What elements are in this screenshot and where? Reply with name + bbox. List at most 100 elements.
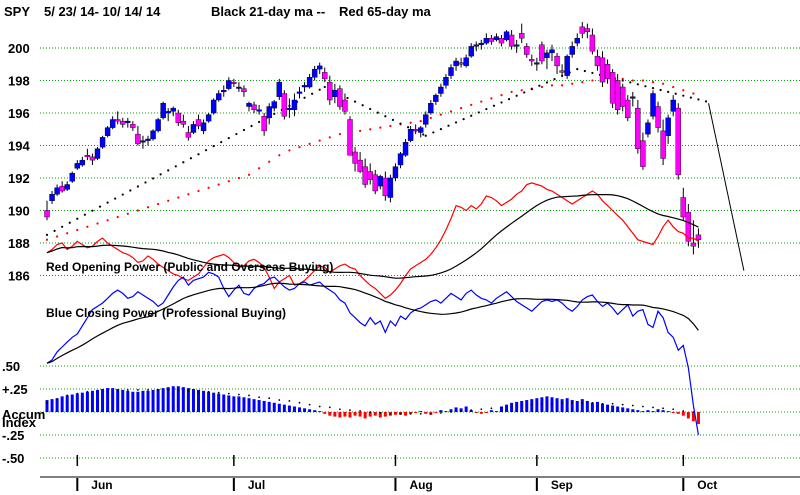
accum-bar	[651, 411, 655, 413]
ma65-dot	[369, 128, 372, 131]
ma21-dot	[447, 124, 450, 127]
candle	[210, 98, 217, 115]
ma21-dot	[303, 96, 306, 99]
candle-body	[246, 103, 252, 107]
accum-bar	[121, 389, 125, 412]
candle-body	[175, 112, 182, 123]
candle	[109, 116, 116, 130]
candle-body	[155, 119, 161, 132]
accum-bar	[535, 398, 539, 412]
candle	[256, 104, 262, 115]
candle-body	[589, 34, 596, 52]
candle-body	[104, 127, 111, 136]
ma65-dot	[449, 110, 453, 113]
ma65-dot	[379, 126, 382, 129]
accum-bar	[414, 412, 418, 413]
ma65-dot	[651, 81, 655, 84]
accum-bar	[510, 402, 514, 412]
price-tick-198: 198	[8, 74, 30, 89]
candle	[205, 113, 212, 123]
x-axis: Jun Jul Aug Sep Oct	[40, 455, 800, 492]
candle-body	[377, 176, 383, 187]
accum-bar	[696, 412, 700, 424]
ma21-dot	[470, 114, 473, 117]
candle-body	[69, 172, 75, 182]
accum-bar	[186, 388, 190, 412]
candle	[599, 51, 606, 87]
ma65-dot	[197, 189, 200, 193]
candle	[215, 90, 222, 102]
ma65-dot	[359, 129, 362, 132]
candle-body	[357, 159, 363, 172]
candle	[271, 100, 277, 112]
ma65-dot	[146, 206, 150, 209]
accum-bar	[484, 412, 488, 413]
ma65-dot	[591, 79, 594, 82]
ma65-dot	[56, 235, 59, 238]
candle-body	[160, 103, 166, 119]
candle-body	[584, 28, 591, 32]
price-tick-196: 196	[8, 106, 30, 121]
ma21-dot	[454, 121, 458, 124]
accum-bar	[606, 404, 610, 412]
ma65-dot	[116, 215, 119, 219]
candle	[114, 111, 121, 125]
accum-signal-dot	[561, 401, 563, 404]
candle	[448, 64, 454, 79]
candle	[120, 117, 126, 128]
accum-bar	[656, 409, 660, 412]
accum-bar	[101, 389, 105, 412]
candle	[104, 126, 111, 138]
month-label-aug: Aug	[409, 478, 432, 492]
accum-bar	[686, 412, 690, 419]
ma21-dot	[250, 124, 253, 128]
ma21-dot	[53, 229, 56, 232]
accum-bar	[161, 388, 165, 412]
candle-body	[660, 130, 666, 159]
accum-bar	[313, 410, 317, 412]
accum-index-signal	[46, 389, 695, 415]
accum-bar	[146, 390, 150, 412]
ma21-dot	[136, 185, 139, 188]
candle-body	[94, 148, 101, 159]
ma65-dot	[520, 89, 523, 92]
candle	[594, 49, 601, 71]
ma21-dot	[369, 107, 372, 111]
ma21-dot	[114, 197, 117, 200]
candle	[387, 174, 394, 203]
month-label-jun: Jun	[91, 478, 112, 492]
accum-bar	[55, 398, 59, 412]
ma21-dot	[174, 165, 177, 168]
accum-signal-dot	[328, 406, 331, 409]
candle-body	[120, 120, 126, 125]
accum-bar	[550, 397, 554, 412]
accum-bar	[227, 395, 231, 412]
ma65-dot	[460, 107, 463, 110]
accum-signal-dot	[419, 412, 422, 415]
candle-body	[195, 119, 202, 127]
candle-body	[478, 42, 484, 45]
candle	[625, 95, 631, 122]
candle	[332, 83, 338, 104]
accum-index-bars	[45, 386, 700, 424]
accum-bar	[434, 412, 438, 413]
accum-signal-dot	[510, 405, 513, 408]
oscillator-label-index: Index	[2, 415, 37, 430]
candle	[286, 98, 293, 118]
candle	[306, 74, 313, 89]
candle-body	[342, 99, 348, 112]
candle-body	[412, 129, 419, 132]
candle	[680, 187, 686, 221]
candle-body	[322, 72, 328, 80]
candle	[554, 52, 560, 74]
accum-signal-dot	[642, 405, 644, 408]
accum-signal-dot	[318, 405, 321, 408]
candle-body	[690, 242, 697, 247]
ma65-dot	[207, 186, 210, 189]
accum-bar	[358, 412, 362, 417]
title-black-ma: Black 21-day ma --	[211, 4, 325, 19]
candle-body	[286, 107, 293, 110]
candle	[362, 158, 368, 188]
candle	[584, 23, 591, 39]
accum-signal-dot	[207, 390, 210, 393]
